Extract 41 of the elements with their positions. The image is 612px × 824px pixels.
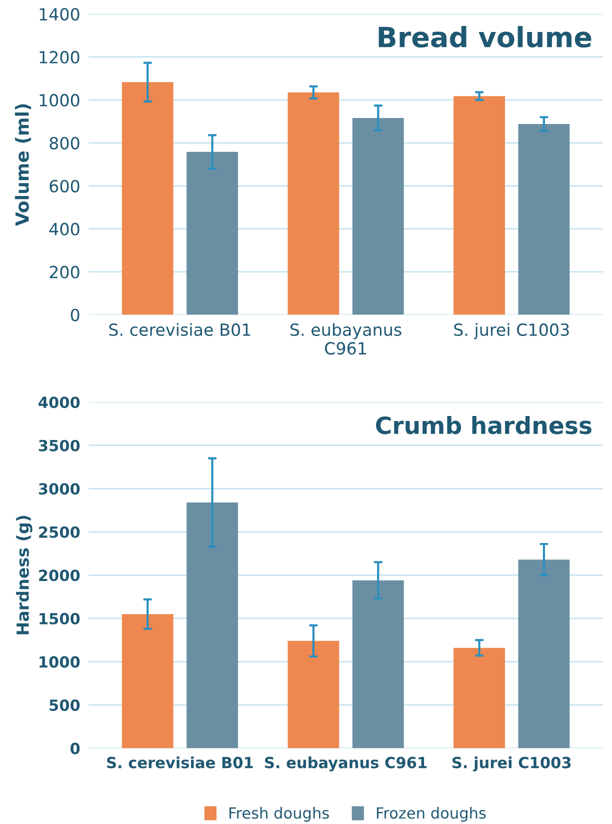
y-tick-label: 800 — [50, 136, 80, 150]
y-tick-label: 1000 — [40, 94, 80, 107]
bar — [122, 614, 174, 748]
x-tick-label: S. eubayanus C961 — [265, 756, 427, 772]
bar — [186, 152, 238, 315]
bar — [288, 92, 340, 315]
y-tick-label: 3500 — [38, 440, 80, 452]
x-tick-label: S. cerevisiae B01 — [109, 323, 250, 336]
y-axis-title: Hardness (g) — [16, 516, 32, 634]
y-tick-label: 1400 — [40, 8, 80, 21]
y-tick-label: 3000 — [38, 483, 80, 495]
bar — [352, 118, 404, 315]
x-tick-label: S. eubayanus C961 — [290, 323, 402, 355]
y-tick-label: 1000 — [40, 656, 80, 668]
bar — [288, 640, 340, 748]
legend-label: Frozen doughs — [376, 806, 486, 822]
chart-title: Crumb hardness — [376, 416, 592, 434]
bar — [122, 82, 174, 315]
bar — [518, 124, 570, 315]
y-tick-label: 2500 — [39, 526, 80, 538]
bar — [518, 560, 570, 748]
y-tick-label: 400 — [49, 222, 80, 236]
bar — [454, 96, 505, 315]
y-tick-label: 0 — [70, 742, 80, 754]
chart-title: Bread volume — [378, 26, 592, 48]
bar — [352, 580, 404, 748]
y-tick-label: 200 — [50, 266, 80, 278]
x-tick-label: S. cerevisiae B01 — [107, 756, 253, 768]
bar — [454, 648, 505, 748]
y-axis-title: Volume (ml) — [14, 104, 32, 226]
bar — [186, 502, 238, 748]
y-tick-label: 500 — [50, 699, 80, 711]
y-tick-label: 1200 — [40, 50, 80, 64]
y-tick-label: 1500 — [40, 612, 80, 624]
x-tick-label: S. jurei C1003 — [454, 323, 569, 340]
y-tick-label: 600 — [50, 180, 80, 192]
y-tick-label: 4000 — [38, 396, 80, 408]
x-tick-label: S. jurei C1003 — [452, 756, 571, 772]
y-tick-label: 2000 — [39, 570, 80, 582]
legend-label: Fresh doughs — [230, 806, 329, 822]
y-tick-label: 0 — [70, 308, 80, 322]
